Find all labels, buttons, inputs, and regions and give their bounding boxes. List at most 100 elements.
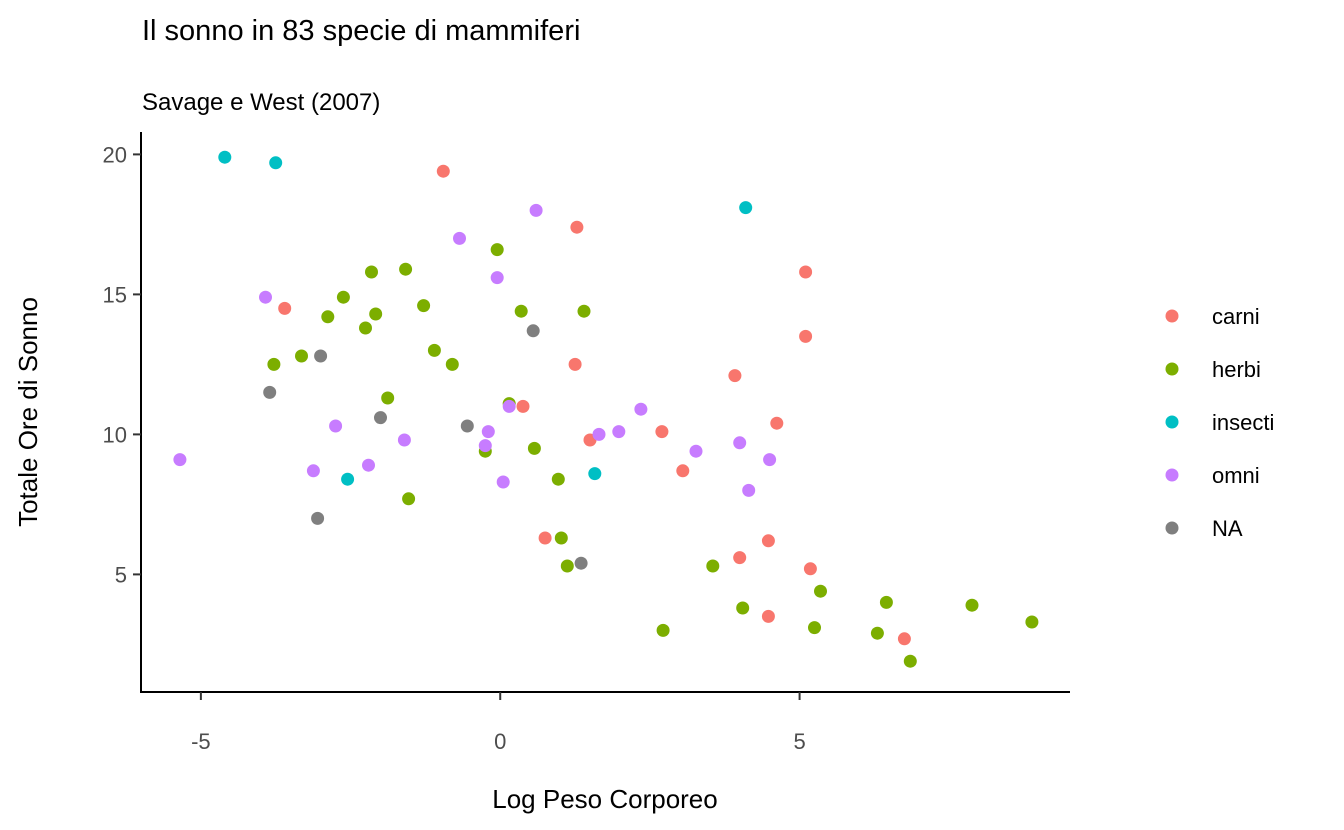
legend-key-insecti [1165, 415, 1179, 429]
point-herbi [808, 621, 821, 635]
point-carni [761, 609, 775, 623]
point-carni [568, 357, 582, 371]
point-insecti [218, 150, 232, 164]
point-herbi [706, 559, 720, 573]
point-omni [529, 203, 543, 217]
legend-label-insecti: insecti [1212, 410, 1274, 435]
point-carni [897, 632, 911, 646]
point-herbi [814, 584, 827, 598]
point-carni [761, 534, 775, 548]
point-omni [612, 425, 626, 439]
y-axis-ticks: 5 10 15 20 [103, 142, 141, 587]
point-carni [278, 301, 292, 315]
point-omni [259, 290, 272, 304]
point-herbi [336, 290, 350, 304]
legend-label-na: NA [1212, 516, 1243, 541]
x-tick-label: 5 [793, 729, 805, 754]
point-insecti [739, 201, 753, 215]
point-omni [329, 419, 343, 433]
legend: carni herbi insecti omni NA [1165, 304, 1274, 541]
point-carni [733, 551, 747, 565]
legend-label-omni: omni [1212, 463, 1260, 488]
legend-key-carni [1165, 309, 1179, 323]
point-omni [306, 464, 320, 478]
x-axis-title: Log Peso Corporeo [492, 784, 717, 814]
plot-area: 5 10 15 20 -5 0 5 [103, 132, 1070, 754]
point-herbi [560, 559, 574, 573]
point-herbi [656, 623, 670, 637]
point-na [314, 349, 328, 363]
point-carni [676, 464, 690, 478]
point-carni [799, 329, 813, 343]
point-carni [799, 265, 813, 279]
point-carni [655, 425, 669, 439]
point-omni [490, 271, 504, 285]
point-herbi [965, 598, 979, 612]
point-carni [516, 399, 530, 413]
point-herbi [402, 492, 416, 506]
point-omni [763, 453, 777, 467]
point-insecti [588, 467, 602, 481]
point-herbi [365, 265, 378, 279]
chart-title: Il sonno in 83 specie di mammiferi [142, 15, 580, 47]
point-herbi [879, 595, 893, 609]
point-carni [538, 531, 552, 545]
point-herbi [903, 654, 917, 668]
points-layer [173, 150, 1039, 668]
point-carni [436, 164, 450, 178]
point-omni [481, 425, 495, 439]
point-herbi [359, 321, 372, 335]
point-herbi [870, 626, 884, 640]
x-tick-label: 0 [494, 729, 506, 754]
point-herbi [295, 349, 308, 363]
point-herbi [267, 357, 281, 371]
point-herbi [321, 310, 335, 324]
point-herbi [527, 441, 541, 455]
y-tick-label: 5 [115, 562, 127, 587]
legend-label-herbi: herbi [1212, 357, 1261, 382]
legend-key-herbi [1165, 362, 1179, 376]
point-herbi [490, 243, 504, 257]
point-omni [478, 439, 492, 453]
point-omni [496, 475, 510, 489]
point-herbi [445, 357, 459, 371]
point-carni [770, 416, 784, 430]
point-na [460, 419, 474, 433]
point-omni [592, 427, 606, 441]
point-omni [634, 402, 648, 416]
point-carni [803, 562, 817, 576]
point-herbi [399, 262, 413, 276]
legend-key-omni [1165, 468, 1179, 482]
point-na [311, 511, 325, 525]
point-herbi [369, 307, 383, 321]
y-tick-label: 15 [103, 282, 127, 307]
point-omni [502, 399, 516, 413]
point-omni [453, 231, 466, 245]
point-carni [728, 369, 742, 383]
point-herbi [427, 343, 441, 357]
chart-subtitle: Savage e West (2007) [142, 89, 380, 116]
point-omni [397, 433, 411, 447]
point-omni [733, 436, 747, 450]
point-na [526, 324, 540, 338]
point-na [574, 556, 588, 570]
point-carni [570, 220, 584, 234]
point-na [374, 411, 387, 425]
y-axis-title: Totale Ore di Sonno [13, 297, 43, 527]
point-herbi [514, 304, 528, 318]
point-herbi [736, 601, 750, 615]
point-na [263, 385, 277, 399]
x-tick-label: -5 [191, 729, 211, 754]
legend-key-na [1165, 521, 1179, 535]
point-omni [173, 453, 187, 467]
point-herbi [554, 531, 568, 545]
point-herbi [417, 299, 431, 313]
point-insecti [269, 156, 283, 170]
point-omni [362, 458, 375, 472]
point-omni [742, 483, 756, 497]
y-tick-label: 20 [103, 142, 127, 167]
point-herbi [381, 391, 395, 405]
point-omni [689, 444, 703, 458]
point-herbi [577, 304, 591, 318]
